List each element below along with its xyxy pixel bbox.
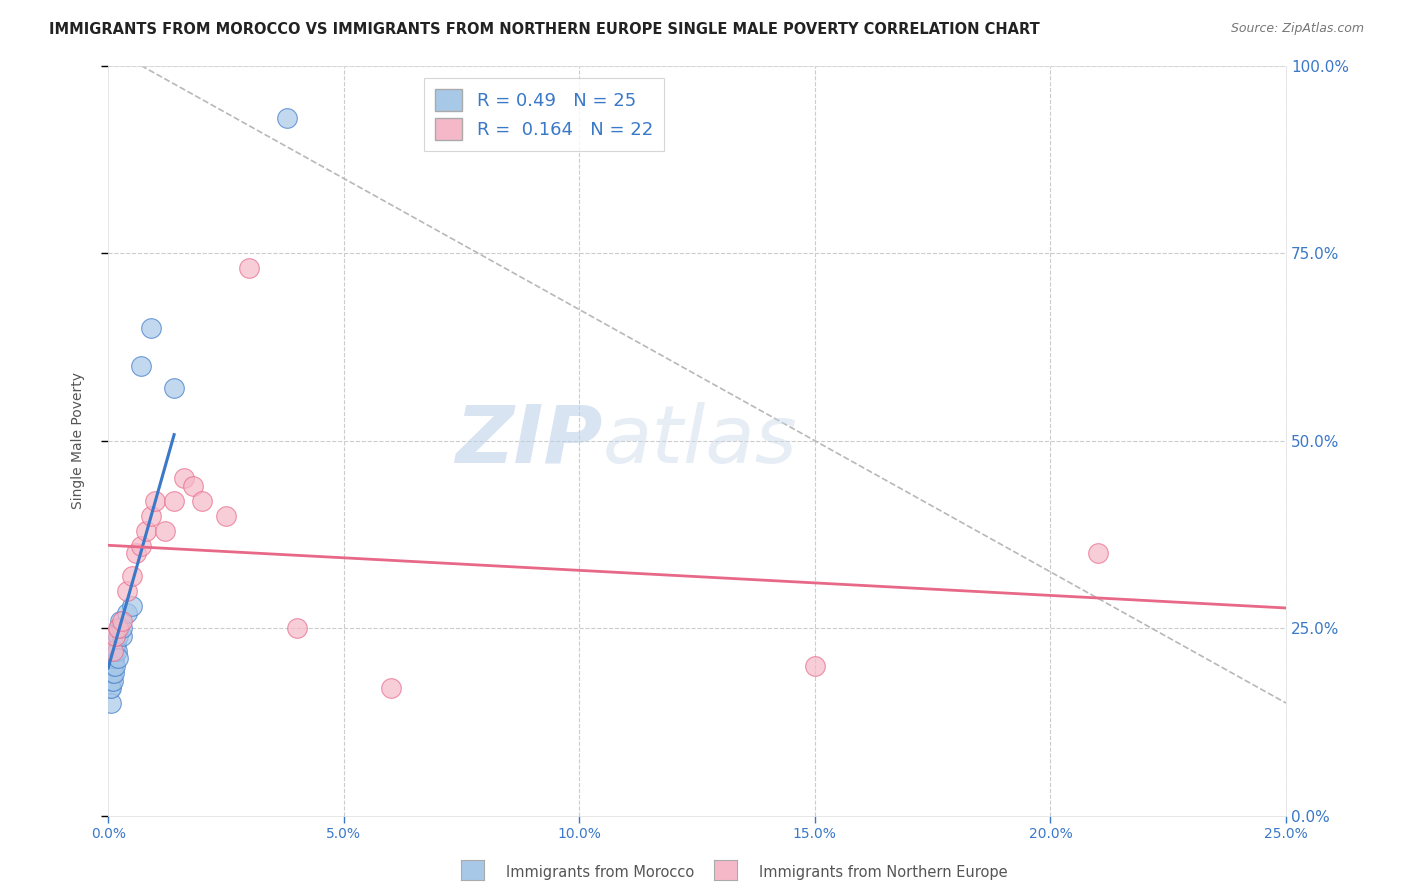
Point <box>107 628 129 642</box>
Point <box>215 508 238 523</box>
Point <box>101 643 124 657</box>
Point <box>115 583 138 598</box>
Point <box>129 359 152 373</box>
Point <box>285 621 308 635</box>
Text: atlas: atlas <box>603 401 797 480</box>
Point <box>111 614 134 628</box>
Point <box>125 546 148 560</box>
Point <box>163 381 186 395</box>
Text: Source: ZipAtlas.com: Source: ZipAtlas.com <box>1230 22 1364 36</box>
Point <box>100 696 122 710</box>
Point <box>108 614 131 628</box>
Point <box>107 651 129 665</box>
Point <box>121 568 143 582</box>
Point <box>1087 546 1109 560</box>
Point <box>101 666 124 681</box>
Point <box>129 539 152 553</box>
Point <box>143 493 166 508</box>
Point <box>107 621 129 635</box>
Point <box>380 681 402 695</box>
Point <box>139 321 162 335</box>
Point <box>103 651 125 665</box>
Point <box>104 628 127 642</box>
Point <box>101 658 124 673</box>
Point <box>103 666 125 681</box>
Y-axis label: Single Male Poverty: Single Male Poverty <box>72 372 86 509</box>
Point <box>115 606 138 620</box>
Point <box>276 111 298 125</box>
Point <box>135 524 157 538</box>
Point <box>104 643 127 657</box>
Point <box>104 658 127 673</box>
Text: ZIP: ZIP <box>456 401 603 480</box>
Point <box>238 261 260 276</box>
Point <box>111 621 134 635</box>
Text: Immigrants from Northern Europe: Immigrants from Northern Europe <box>759 865 1008 880</box>
Point <box>121 599 143 613</box>
Point <box>153 524 176 538</box>
Point <box>139 508 162 523</box>
Text: Immigrants from Morocco: Immigrants from Morocco <box>506 865 695 880</box>
Point <box>804 658 827 673</box>
Point <box>163 493 186 508</box>
Point <box>191 493 214 508</box>
Point <box>100 673 122 688</box>
Point <box>101 673 124 688</box>
Point <box>173 471 195 485</box>
Point <box>100 681 122 695</box>
Point <box>181 478 204 492</box>
Point <box>104 636 127 650</box>
Legend: R = 0.49   N = 25, R =  0.164   N = 22: R = 0.49 N = 25, R = 0.164 N = 22 <box>425 78 664 152</box>
Point <box>98 681 121 695</box>
Point <box>107 621 129 635</box>
Point <box>111 628 134 642</box>
Point <box>105 643 128 657</box>
Text: IMMIGRANTS FROM MOROCCO VS IMMIGRANTS FROM NORTHERN EUROPE SINGLE MALE POVERTY C: IMMIGRANTS FROM MOROCCO VS IMMIGRANTS FR… <box>49 22 1040 37</box>
